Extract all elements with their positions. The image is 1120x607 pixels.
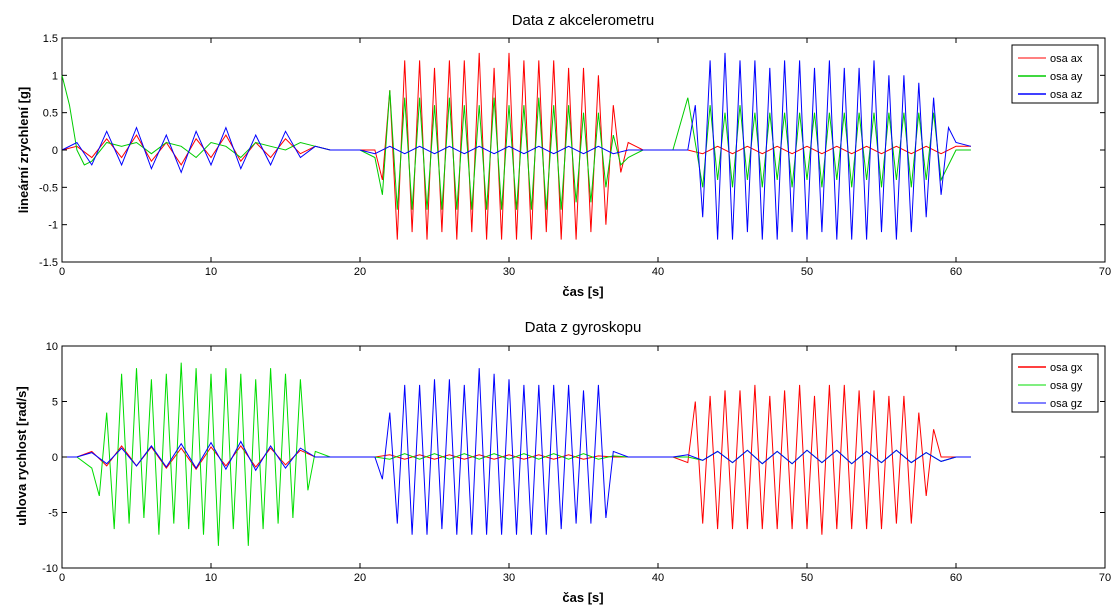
x-tick-label: 10 [205, 266, 217, 278]
y-tick-label: 1.5 [43, 33, 58, 45]
y-tick-label: 1 [52, 70, 58, 82]
plot-frame [61, 345, 1106, 569]
x-tick-label: 70 [1099, 266, 1111, 278]
x-tick-label: 20 [354, 266, 366, 278]
plot-title: Data z gyroskopu [525, 319, 642, 336]
x-axis-label: čas [s] [562, 590, 603, 605]
series-line-az [61, 52, 972, 240]
x-tick-label: 40 [652, 572, 664, 584]
y-tick-label: 0 [52, 145, 58, 157]
x-tick-label: 0 [59, 572, 65, 584]
legend-label-az: osa az [1050, 89, 1082, 101]
series-line-gz [62, 368, 971, 535]
x-tick-label: 10 [205, 572, 217, 584]
series-layer [62, 362, 971, 546]
y-tick-label: 10 [46, 341, 58, 353]
y-tick-label: -1 [48, 220, 58, 232]
y-tick-label: -5 [48, 508, 58, 520]
accelerometer-plot: Data z akcelerometru čas [s] lineární zr… [16, 12, 1111, 299]
x-tick-label: 20 [354, 572, 366, 584]
y-tick-label: -1.5 [39, 257, 58, 269]
x-tick-label: 50 [801, 572, 813, 584]
x-tick-label: 40 [652, 266, 664, 278]
y-tick-label: -10 [42, 563, 58, 575]
series-line-ay [61, 75, 971, 210]
x-axis-label: čas [s] [562, 284, 603, 299]
gyroscope-plot: Data z gyroskopu čas [s] uhlova rychlost… [14, 319, 1111, 605]
x-tick-label: 70 [1099, 572, 1111, 584]
legend-label-gz: osa gz [1050, 398, 1082, 410]
series-layer [61, 52, 972, 240]
y-tick-label: 5 [52, 397, 58, 409]
legend-label-gx: osa gx [1050, 362, 1083, 374]
tick-layer: 0 10 20 30 40 50 60 70 -1.5 -1 -0.5 0 0.5 1 1.5 [39, 33, 1111, 278]
legend-box [1011, 353, 1099, 413]
x-tick-label: 0 [59, 266, 65, 278]
x-tick-label: 30 [503, 572, 515, 584]
plot-title: Data z akcelerometru [512, 12, 655, 29]
y-axis-label: lineární zrychlení [g] [16, 87, 31, 213]
y-tick-label: -0.5 [39, 182, 58, 194]
legend: osa ax osa ay osa az [1011, 44, 1099, 104]
y-tick-label: 0 [52, 452, 58, 464]
legend-label-gy: osa gy [1050, 380, 1083, 392]
legend-label-ax: osa ax [1050, 53, 1083, 65]
x-tick-label: 60 [950, 572, 962, 584]
x-tick-label: 60 [950, 266, 962, 278]
legend-label-ay: osa ay [1050, 71, 1083, 83]
x-tick-label: 30 [503, 266, 515, 278]
tick-layer: 0 10 20 30 40 50 60 70 -10 -5 0 5 10 [42, 341, 1111, 584]
y-axis-label: uhlova rychlost [rad/s] [14, 386, 29, 525]
x-tick-label: 50 [801, 266, 813, 278]
legend: osa gx osa gy osa gz [1011, 353, 1099, 413]
y-tick-label: 0.5 [43, 108, 58, 120]
legend-box [1011, 44, 1099, 104]
